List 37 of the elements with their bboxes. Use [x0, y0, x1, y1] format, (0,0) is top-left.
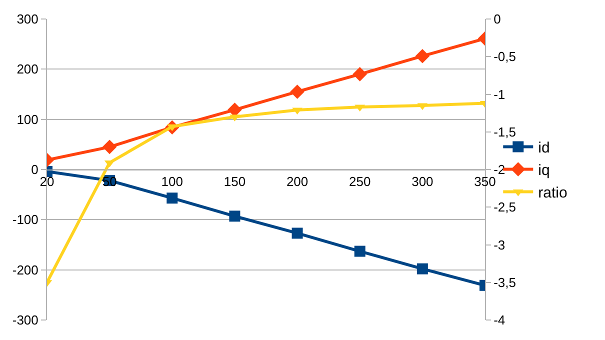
y2-tick-label: -2	[494, 162, 506, 178]
legend-label: id	[538, 140, 550, 157]
y2-tick-label: -0,5	[494, 49, 516, 64]
y2-tick-label: -4	[494, 312, 506, 328]
point	[416, 263, 428, 274]
legend-label: iq	[538, 162, 550, 180]
point	[354, 246, 366, 257]
y-tick-label: 0	[31, 162, 38, 178]
y-tick-label: -300	[12, 312, 38, 328]
legend-label: ratio	[538, 184, 568, 202]
point	[290, 84, 304, 99]
point	[292, 108, 302, 115]
y2-tick-label: 0	[494, 12, 501, 27]
y2-tick-label: -3	[494, 237, 506, 252]
y-tick-label: 300	[16, 12, 38, 27]
y2-tick-label: -3,5	[494, 274, 516, 290]
x-tick-label: 200	[286, 174, 308, 190]
point	[102, 140, 117, 154]
y-tick-label: 200	[16, 62, 38, 77]
point	[228, 102, 242, 117]
x-tick-label: 150	[224, 174, 246, 190]
x-tick-label: 20	[40, 174, 54, 190]
x-tick-label: 250	[349, 174, 371, 190]
y2-tick-label: -2,5	[494, 200, 516, 215]
x-tick-label: 300	[412, 174, 434, 190]
point	[229, 210, 240, 222]
x-tick-label: 100	[161, 174, 183, 190]
y2-tick-label: -1	[494, 86, 506, 102]
x-tick-label: 350	[474, 174, 496, 190]
point	[166, 192, 178, 204]
point	[352, 67, 368, 82]
y2-tick-label: -1,5	[494, 124, 516, 140]
point	[415, 48, 430, 64]
point	[292, 228, 303, 239]
y-tick-label: -200	[12, 262, 38, 278]
y-tick-label: 100	[16, 112, 38, 127]
y-tick-label: -100	[12, 212, 38, 228]
